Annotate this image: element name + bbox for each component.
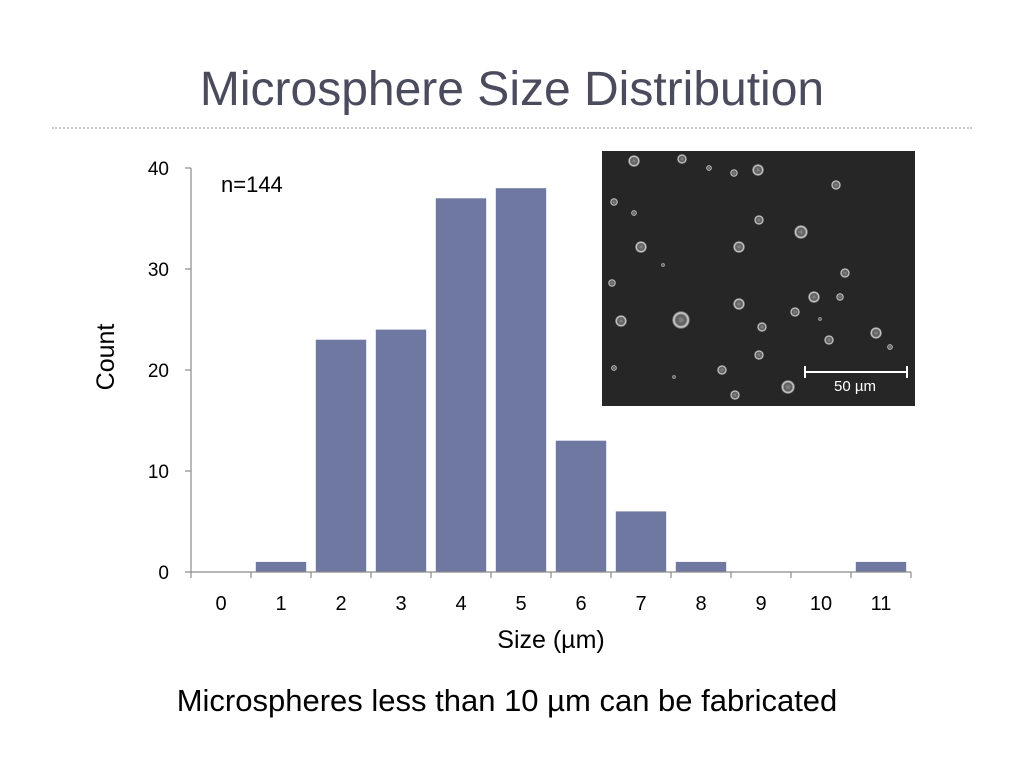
scale-bar (804, 366, 908, 378)
bar-3 (375, 329, 427, 572)
microspheres (608, 154, 893, 400)
x-tick-label: 7 (635, 593, 646, 615)
bar-1 (255, 561, 307, 572)
x-tick-label: 0 (215, 593, 226, 615)
x-tick-label: 6 (575, 593, 586, 615)
x-tick-label: 5 (515, 593, 526, 615)
title-divider (52, 127, 972, 129)
y-tick-label: 30 (148, 260, 169, 281)
bar-2 (315, 339, 367, 572)
y-tick-label: 10 (148, 462, 169, 483)
micrograph-image (608, 154, 908, 400)
x-tick-label: 9 (755, 593, 766, 615)
bar-6 (555, 440, 607, 572)
bar-5 (495, 188, 547, 572)
microsphere-micrograph (602, 151, 915, 406)
x-tick-label: 11 (871, 593, 892, 615)
x-tick-label: 2 (335, 593, 346, 615)
x-tick-label: 3 (395, 593, 406, 615)
bars (255, 188, 907, 573)
bar-11 (855, 561, 907, 572)
x-axis-label: Size (µm) (497, 626, 604, 654)
bar-8 (675, 561, 727, 572)
slide-caption: Microspheres less than 10 µm can be fabr… (176, 683, 838, 718)
y-tick-label: 0 (158, 563, 169, 584)
x-tick-label: 4 (455, 593, 466, 615)
slide-title: Microsphere Size Distribution (199, 63, 825, 116)
x-tick-label: 8 (695, 593, 706, 615)
y-axis-label: Count (92, 324, 120, 391)
bar-4 (435, 198, 487, 573)
sample-size-annotation: n=144 (221, 172, 283, 197)
axes (185, 167, 912, 578)
bar-7 (615, 511, 667, 572)
x-tick-label: 1 (275, 593, 286, 615)
tick-labels: 0 10 20 30 40 0 1 2 3 4 5 6 7 8 9 10 11 (148, 159, 892, 615)
x-tick-label: 10 (810, 593, 832, 615)
scale-bar-label: 50 µm (834, 378, 876, 395)
y-tick-label: 40 (148, 159, 169, 180)
y-tick-label: 20 (148, 361, 169, 382)
